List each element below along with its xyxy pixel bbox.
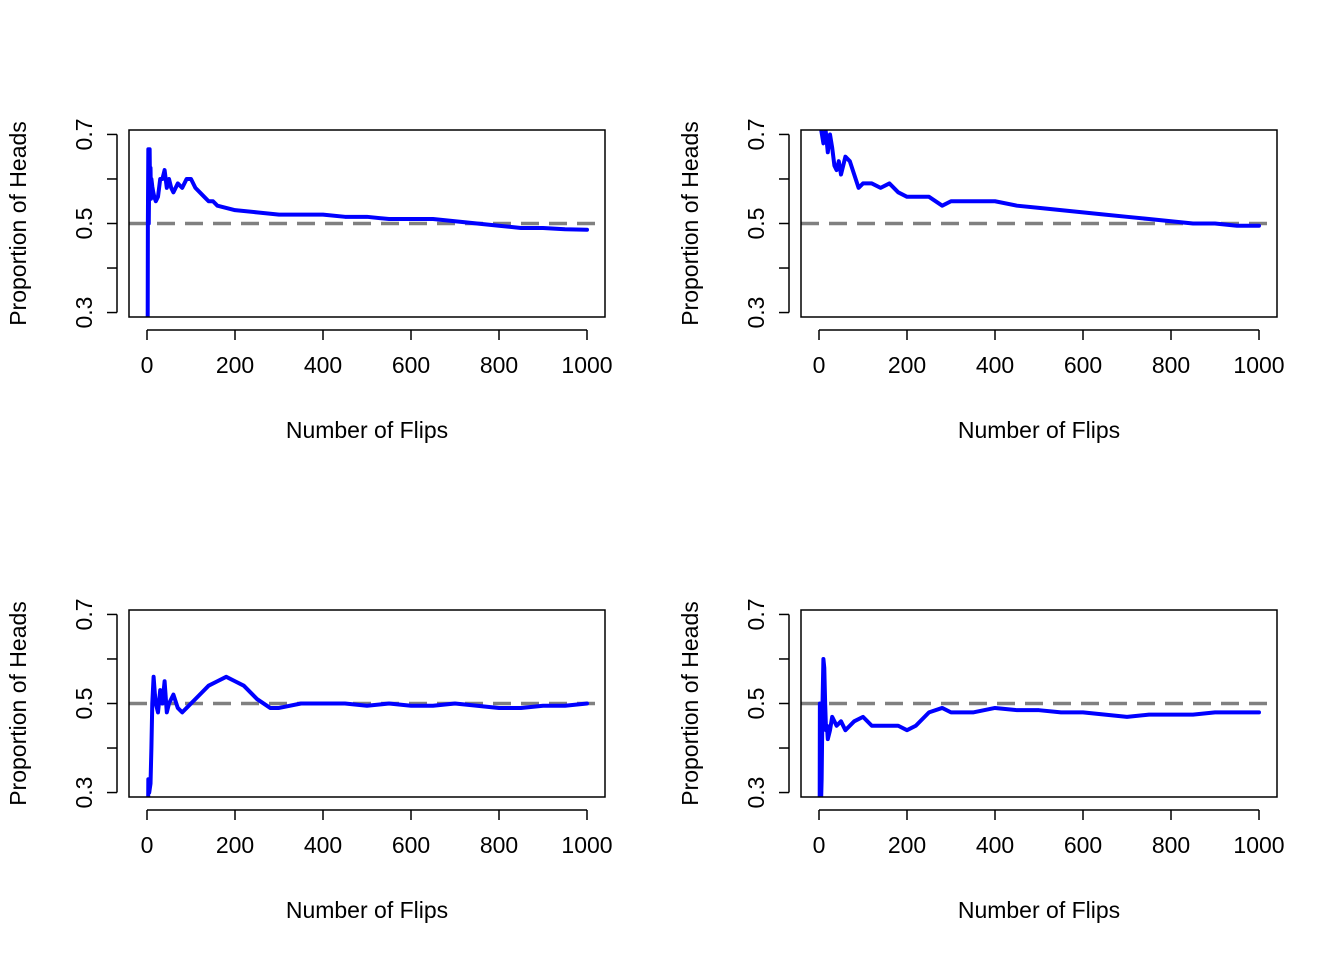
x-tick-label: 800 (480, 352, 518, 378)
x-tick-label: 200 (888, 352, 926, 378)
x-axis: 0 200 400 600 800 1000 (813, 809, 1285, 858)
x-tick-label: 800 (480, 832, 518, 858)
x-tick-label: 200 (888, 832, 926, 858)
x-tick-label: 0 (141, 352, 154, 378)
x-tick-label: 400 (304, 352, 342, 378)
x-axis: 0 200 400 600 800 1000 (141, 809, 613, 858)
y-axis-title: Proportion of Heads (5, 121, 31, 326)
x-tick-label: 0 (141, 832, 154, 858)
plot-frame (128, 609, 606, 798)
y-tick-label: 0.7 (743, 598, 769, 630)
x-tick-label: 600 (392, 352, 430, 378)
x-axis: 0 200 400 600 800 1000 (813, 329, 1285, 378)
data-line-1 (817, 656, 1261, 797)
plot-frame (800, 609, 1278, 798)
data-line-1 (819, 130, 1261, 228)
y-axis-title: Proportion of Heads (677, 121, 703, 326)
x-tick-label: 1000 (561, 832, 612, 858)
y-tick-label: 0.7 (71, 118, 97, 150)
x-axis: 0 200 400 600 800 1000 (141, 329, 613, 378)
x-tick-label: 1000 (561, 352, 612, 378)
x-tick-label: 800 (1152, 352, 1190, 378)
y-axis: 0.3 0.5 0.7 (743, 598, 790, 809)
y-axis-title: Proportion of Heads (677, 601, 703, 806)
y-axis: 0.3 0.5 0.7 (71, 598, 118, 809)
x-tick-label: 600 (1064, 352, 1102, 378)
y-tick-label: 0.3 (743, 777, 769, 809)
y-axis: 0.3 0.5 0.7 (743, 118, 790, 329)
data-line-1 (145, 147, 589, 317)
y-tick-label: 0.3 (71, 297, 97, 329)
data-line-1 (146, 674, 589, 797)
x-tick-label: 200 (216, 352, 254, 378)
y-axis: 0.3 0.5 0.7 (71, 118, 118, 329)
y-tick-label: 0.5 (743, 688, 769, 720)
x-tick-label: 0 (813, 352, 826, 378)
x-tick-label: 1000 (1233, 352, 1284, 378)
x-tick-label: 200 (216, 832, 254, 858)
y-tick-label: 0.3 (743, 297, 769, 329)
x-tick-label: 400 (976, 832, 1014, 858)
x-tick-label: 400 (976, 352, 1014, 378)
x-tick-label: 600 (392, 832, 430, 858)
x-axis-title: Number of Flips (286, 897, 448, 923)
x-tick-label: 0 (813, 832, 826, 858)
y-tick-label: 0.5 (71, 688, 97, 720)
y-tick-label: 0.7 (743, 118, 769, 150)
x-axis-title: Number of Flips (286, 417, 448, 443)
x-tick-label: 800 (1152, 832, 1190, 858)
y-axis-title: Proportion of Heads (5, 601, 31, 806)
y-tick-label: 0.5 (71, 208, 97, 240)
y-tick-label: 0.7 (71, 598, 97, 630)
x-axis-title: Number of Flips (958, 417, 1120, 443)
x-tick-label: 1000 (1233, 832, 1284, 858)
y-tick-label: 0.5 (743, 208, 769, 240)
x-tick-label: 600 (1064, 832, 1102, 858)
x-tick-label: 400 (304, 832, 342, 858)
x-axis-title: Number of Flips (958, 897, 1120, 923)
plot-frame (800, 129, 1278, 318)
y-tick-label: 0.3 (71, 777, 97, 809)
plot-frame (128, 129, 606, 318)
